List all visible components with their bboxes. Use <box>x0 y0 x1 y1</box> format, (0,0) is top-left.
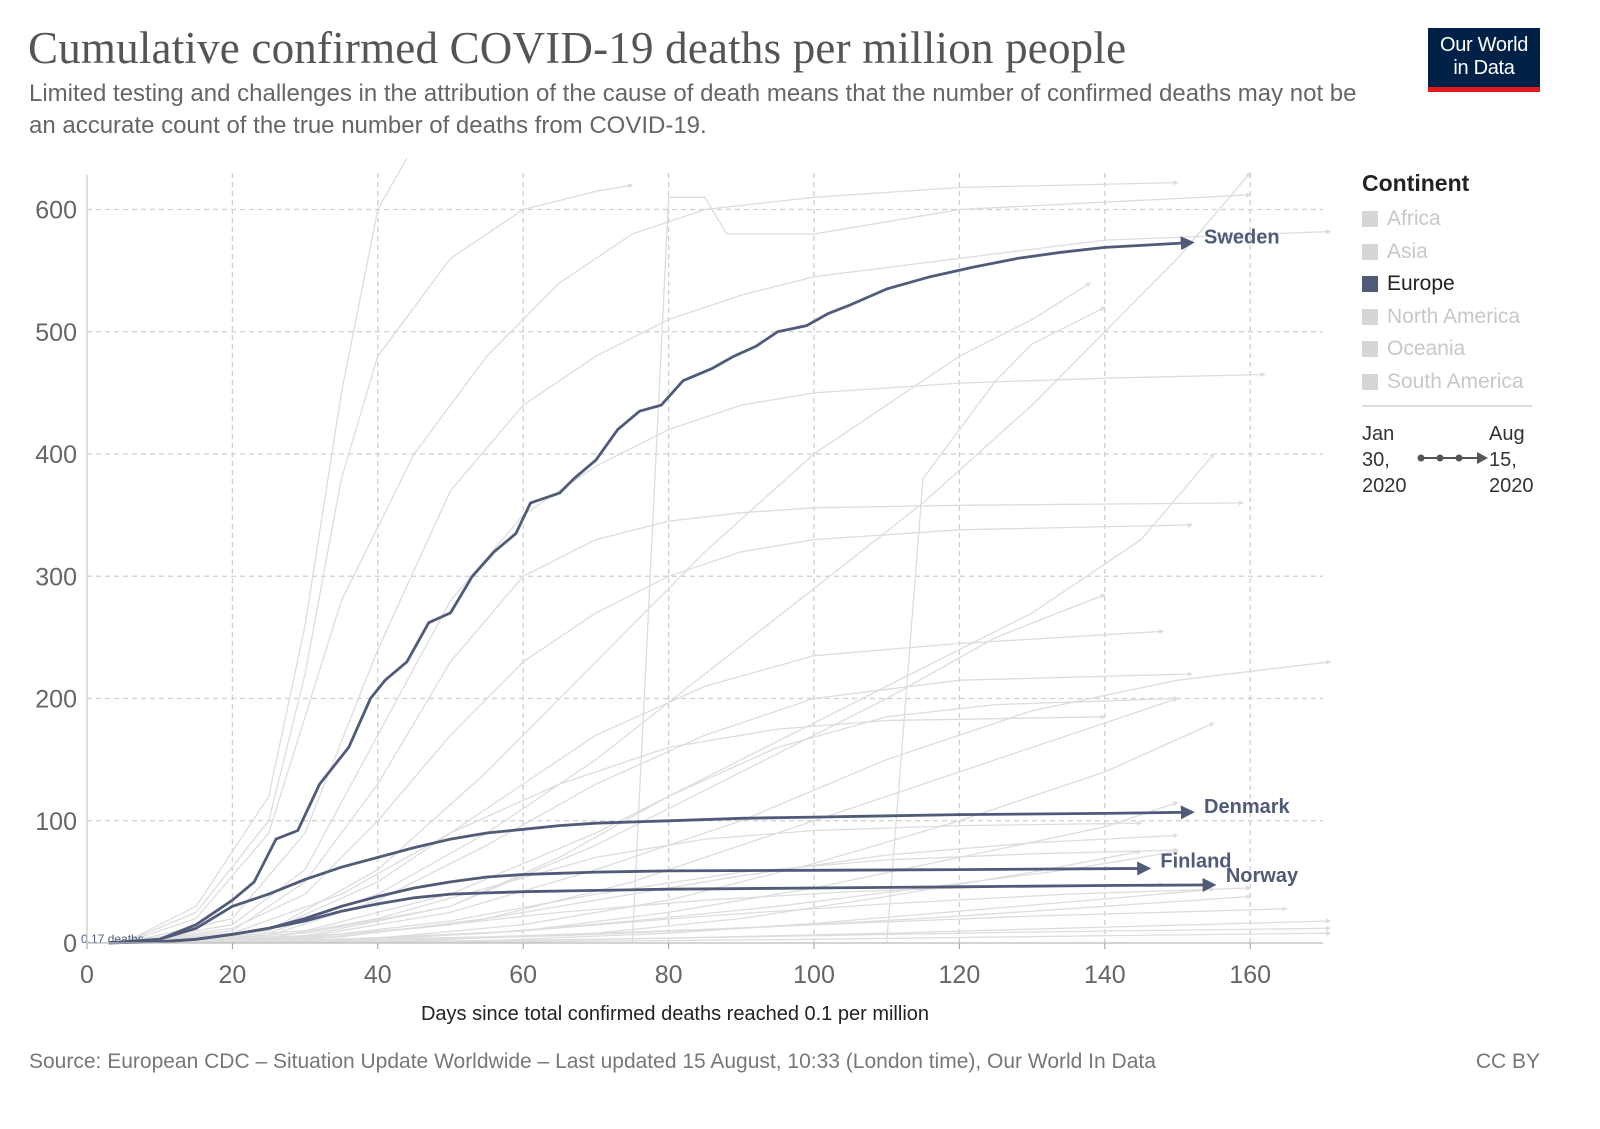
y-tick-label: 600 <box>35 197 77 225</box>
legend-swatch <box>1362 211 1378 228</box>
y-tick-label: 0 <box>63 930 77 958</box>
series-label-finland: Finland <box>1160 850 1231 872</box>
timeline-start-date: Jan 30, 2020 <box>1362 421 1407 499</box>
series-label-denmark: Denmark <box>1204 796 1290 818</box>
x-tick-label: 80 <box>655 961 683 989</box>
timeline-end-month: Aug <box>1489 423 1525 445</box>
logo-line-2: in Data <box>1453 57 1515 79</box>
background-series-line <box>123 180 1179 944</box>
series-line-norway <box>108 877 1217 945</box>
series-label-sweden: Sweden <box>1204 227 1280 249</box>
series-label-norway: Norway <box>1226 865 1299 887</box>
license-link[interactable]: CC BY <box>1475 1050 1540 1073</box>
timeline-dot <box>1436 454 1444 462</box>
y-tick-label: 200 <box>35 686 77 714</box>
axis-layer: 0 100 200 300 400 500 600 0 20 40 60 80 100 120 140 160 <box>35 175 1323 989</box>
x-tick-label: 100 <box>793 961 835 989</box>
x-tick-label: 60 <box>509 961 537 989</box>
legend: Continent Africa Asia Europe North Ameri… <box>1362 170 1542 398</box>
legend-item-africa[interactable]: Africa <box>1362 203 1542 236</box>
background-series-layer <box>123 157 1332 944</box>
timeline-slider[interactable] <box>1417 448 1489 468</box>
y-tick-label: 100 <box>35 808 77 836</box>
background-series-line <box>123 714 1106 944</box>
background-series-line <box>123 522 1194 944</box>
timeline-dot-start[interactable] <box>1417 454 1425 462</box>
background-series-line <box>123 930 1332 944</box>
legend-label: Asia <box>1387 239 1428 263</box>
legend-label: Africa <box>1387 207 1441 231</box>
legend-label: South America <box>1387 369 1524 393</box>
start-annotation: 0.17 deaths <box>81 932 144 946</box>
legend-swatch <box>1362 373 1378 390</box>
legend-item-oceania[interactable]: Oceania <box>1362 333 1542 366</box>
timeline-start-day: 30, <box>1362 449 1390 471</box>
x-tick-label: 0 <box>80 961 94 989</box>
x-tick-label: 160 <box>1229 961 1271 989</box>
source-note: Source: European CDC – Situation Update … <box>29 1050 1156 1073</box>
timeline-start-month: Jan <box>1362 423 1395 445</box>
legend-swatch <box>1362 276 1378 293</box>
legend-swatch <box>1362 243 1378 260</box>
background-series-line <box>123 801 1179 944</box>
background-series-line <box>123 820 1143 944</box>
x-tick-label: 40 <box>364 961 392 989</box>
logo-line-1: Our World <box>1439 34 1529 56</box>
background-series-line <box>123 593 1106 944</box>
timeline-end-year: 2020 <box>1489 475 1534 497</box>
series-line-denmark <box>108 805 1195 945</box>
timeline-end-day: 15, <box>1489 449 1517 471</box>
y-tick-label: 400 <box>35 441 77 469</box>
x-tick-label: 20 <box>218 961 246 989</box>
background-series-line <box>123 628 1165 944</box>
legend-item-south-america[interactable]: South America <box>1362 366 1542 399</box>
background-series-line <box>123 886 1215 944</box>
background-series-line <box>123 500 1244 944</box>
legend-label: Europe <box>1387 272 1455 296</box>
timeline-arrow-icon[interactable] <box>1477 452 1488 464</box>
background-series-line <box>123 671 1194 944</box>
background-series-line <box>123 659 1332 944</box>
chart-subtitle: Limited testing and challenges in the at… <box>29 80 1357 139</box>
background-series-line <box>123 371 1266 944</box>
x-tick-label: 140 <box>1084 961 1126 989</box>
background-series-line <box>123 229 1332 944</box>
background-series-line <box>123 906 1288 944</box>
background-series-line <box>123 282 1092 944</box>
legend-swatch <box>1362 341 1378 358</box>
y-tick-label: 500 <box>35 319 77 347</box>
timeline-end-date: Aug 15, 2020 <box>1489 421 1534 499</box>
legend-item-europe[interactable]: Europe <box>1362 268 1542 301</box>
legend-label: North America <box>1387 304 1521 328</box>
legend-title: Continent <box>1362 170 1470 196</box>
timeline-start-year: 2020 <box>1362 475 1407 497</box>
series-line-sweden <box>108 236 1195 945</box>
background-series-line <box>123 849 1143 944</box>
legend-item-asia[interactable]: Asia <box>1362 236 1542 269</box>
x-axis-title: Days since total confirmed deaths reache… <box>421 1003 929 1025</box>
legend-swatch <box>1362 308 1378 325</box>
chart-title: Cumulative confirmed COVID-19 deaths per… <box>28 23 1127 73</box>
grid-layer <box>87 173 1323 943</box>
background-series-line <box>123 183 634 944</box>
background-series-line <box>123 453 1215 944</box>
background-series-line <box>123 157 408 944</box>
background-series-line <box>123 885 1252 944</box>
background-series-line <box>631 192 1252 944</box>
timeline-dot <box>1455 454 1463 462</box>
legend-item-north-america[interactable]: North America <box>1362 301 1542 334</box>
legend-divider <box>1362 405 1532 407</box>
legend-label: Oceania <box>1387 337 1466 361</box>
owid-logo[interactable]: Our World in Data <box>1428 28 1540 92</box>
background-series-line <box>123 696 1179 944</box>
y-tick-label: 300 <box>35 563 77 591</box>
background-series-line <box>886 306 1106 944</box>
x-tick-label: 120 <box>939 961 981 989</box>
